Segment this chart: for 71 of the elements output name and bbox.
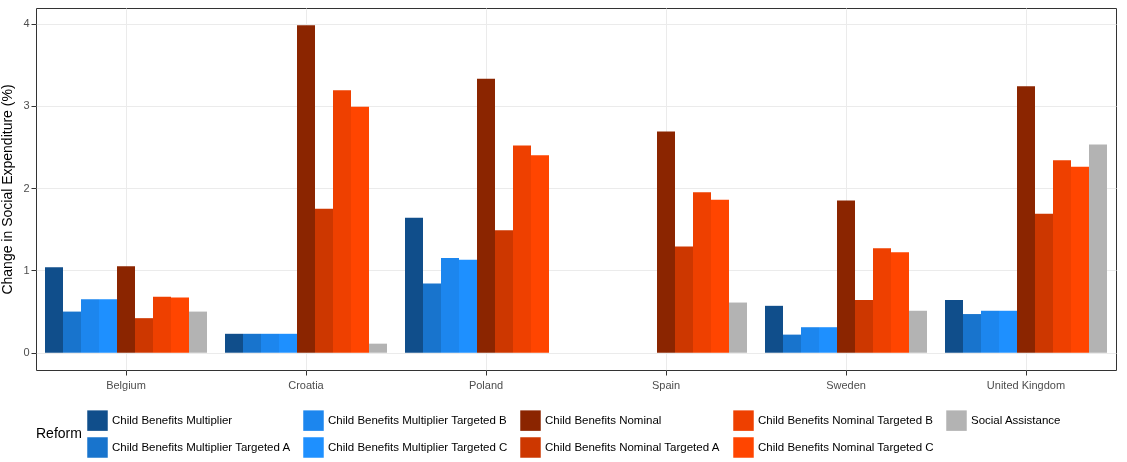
bar [1089, 144, 1107, 353]
bar [441, 258, 459, 353]
x-tick-label: Spain [651, 378, 681, 391]
bar [675, 246, 693, 353]
bar [81, 299, 99, 353]
bar [837, 200, 855, 353]
legend-label: Social Assistance [971, 413, 1061, 426]
bar [855, 300, 873, 353]
legend-label: Child Benefits Nominal Targeted C [758, 440, 934, 453]
bar [477, 78, 495, 353]
bar [153, 296, 171, 353]
bar [873, 248, 891, 353]
x-tick-label: Belgium [106, 378, 146, 391]
bar [783, 334, 801, 353]
y-axis-title: Change in Social Expenditure (%) [0, 84, 16, 295]
bar [693, 192, 711, 353]
legend-label: Child Benefits Nominal Targeted B [758, 413, 934, 426]
bar [117, 266, 135, 353]
y-tick-label: 2 [23, 181, 30, 194]
bar [225, 333, 243, 353]
bar [423, 283, 441, 353]
legend-title: Reform [36, 425, 82, 441]
bar [999, 310, 1017, 353]
bar [279, 333, 297, 353]
bar [333, 90, 351, 353]
bar [801, 327, 819, 353]
bar [963, 314, 981, 353]
bar [819, 327, 837, 353]
bar [369, 343, 387, 353]
bar [1071, 166, 1089, 353]
legend-label: Child Benefits Multiplier Targeted C [328, 440, 508, 453]
x-tick-label: Croatia [288, 378, 325, 391]
y-tick-label: 0 [23, 346, 30, 359]
bar [351, 106, 369, 353]
bar [459, 259, 477, 353]
bar [189, 311, 207, 353]
bar [531, 155, 549, 353]
bar [711, 199, 729, 353]
bar [1053, 160, 1071, 353]
bar [297, 25, 315, 353]
bar [405, 217, 423, 353]
x-tick-label: Poland [468, 378, 504, 391]
bar [63, 311, 81, 353]
bar [1035, 213, 1053, 353]
legend-label: Child Benefits Multiplier Targeted A [112, 440, 291, 453]
bar [513, 145, 531, 353]
legend-label: Child Benefits Multiplier [112, 413, 233, 426]
bar [657, 131, 675, 353]
bar [495, 230, 513, 353]
y-tick-label: 1 [23, 263, 30, 276]
y-tick-label: 3 [23, 99, 30, 112]
legend-label: Child Benefits Multiplier Targeted B [328, 413, 508, 426]
x-tick-label: Sweden [826, 378, 866, 391]
bar [909, 310, 927, 353]
y-tick-label: 4 [23, 17, 30, 30]
bar [1017, 86, 1035, 353]
bar [261, 333, 279, 353]
bar [45, 267, 63, 353]
x-tick-label: United Kingdom [986, 378, 1066, 391]
legend-label: Child Benefits Nominal [545, 413, 662, 426]
bar [765, 305, 783, 353]
bar [135, 318, 153, 353]
legend-label: Child Benefits Nominal Targeted A [545, 440, 720, 453]
bar [945, 300, 963, 353]
bar [729, 302, 747, 353]
bar [171, 297, 189, 353]
bar [243, 333, 261, 353]
bar [981, 310, 999, 353]
bar [891, 252, 909, 353]
bar [99, 299, 117, 353]
bar [315, 208, 333, 353]
